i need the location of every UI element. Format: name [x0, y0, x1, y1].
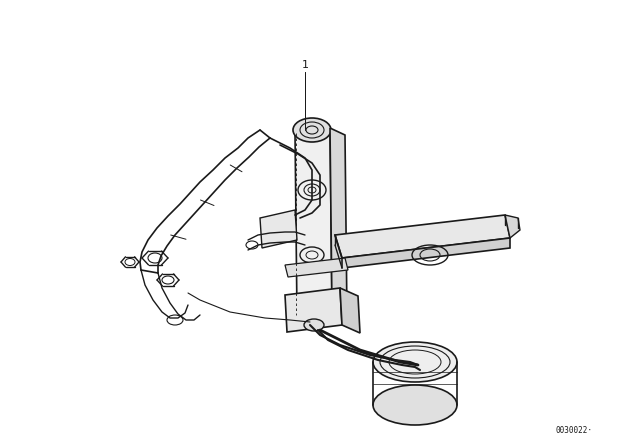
Ellipse shape — [373, 385, 457, 425]
Polygon shape — [330, 128, 347, 317]
Polygon shape — [285, 288, 342, 332]
Text: 1: 1 — [301, 60, 308, 70]
Ellipse shape — [293, 118, 331, 142]
Polygon shape — [505, 215, 520, 238]
Polygon shape — [260, 210, 297, 248]
Text: 0030022·: 0030022· — [555, 426, 592, 435]
Polygon shape — [335, 215, 510, 258]
Polygon shape — [285, 258, 348, 277]
Polygon shape — [342, 238, 510, 268]
Polygon shape — [340, 288, 360, 333]
Polygon shape — [297, 310, 347, 322]
Ellipse shape — [373, 342, 457, 382]
Ellipse shape — [304, 319, 324, 331]
Polygon shape — [295, 128, 332, 315]
